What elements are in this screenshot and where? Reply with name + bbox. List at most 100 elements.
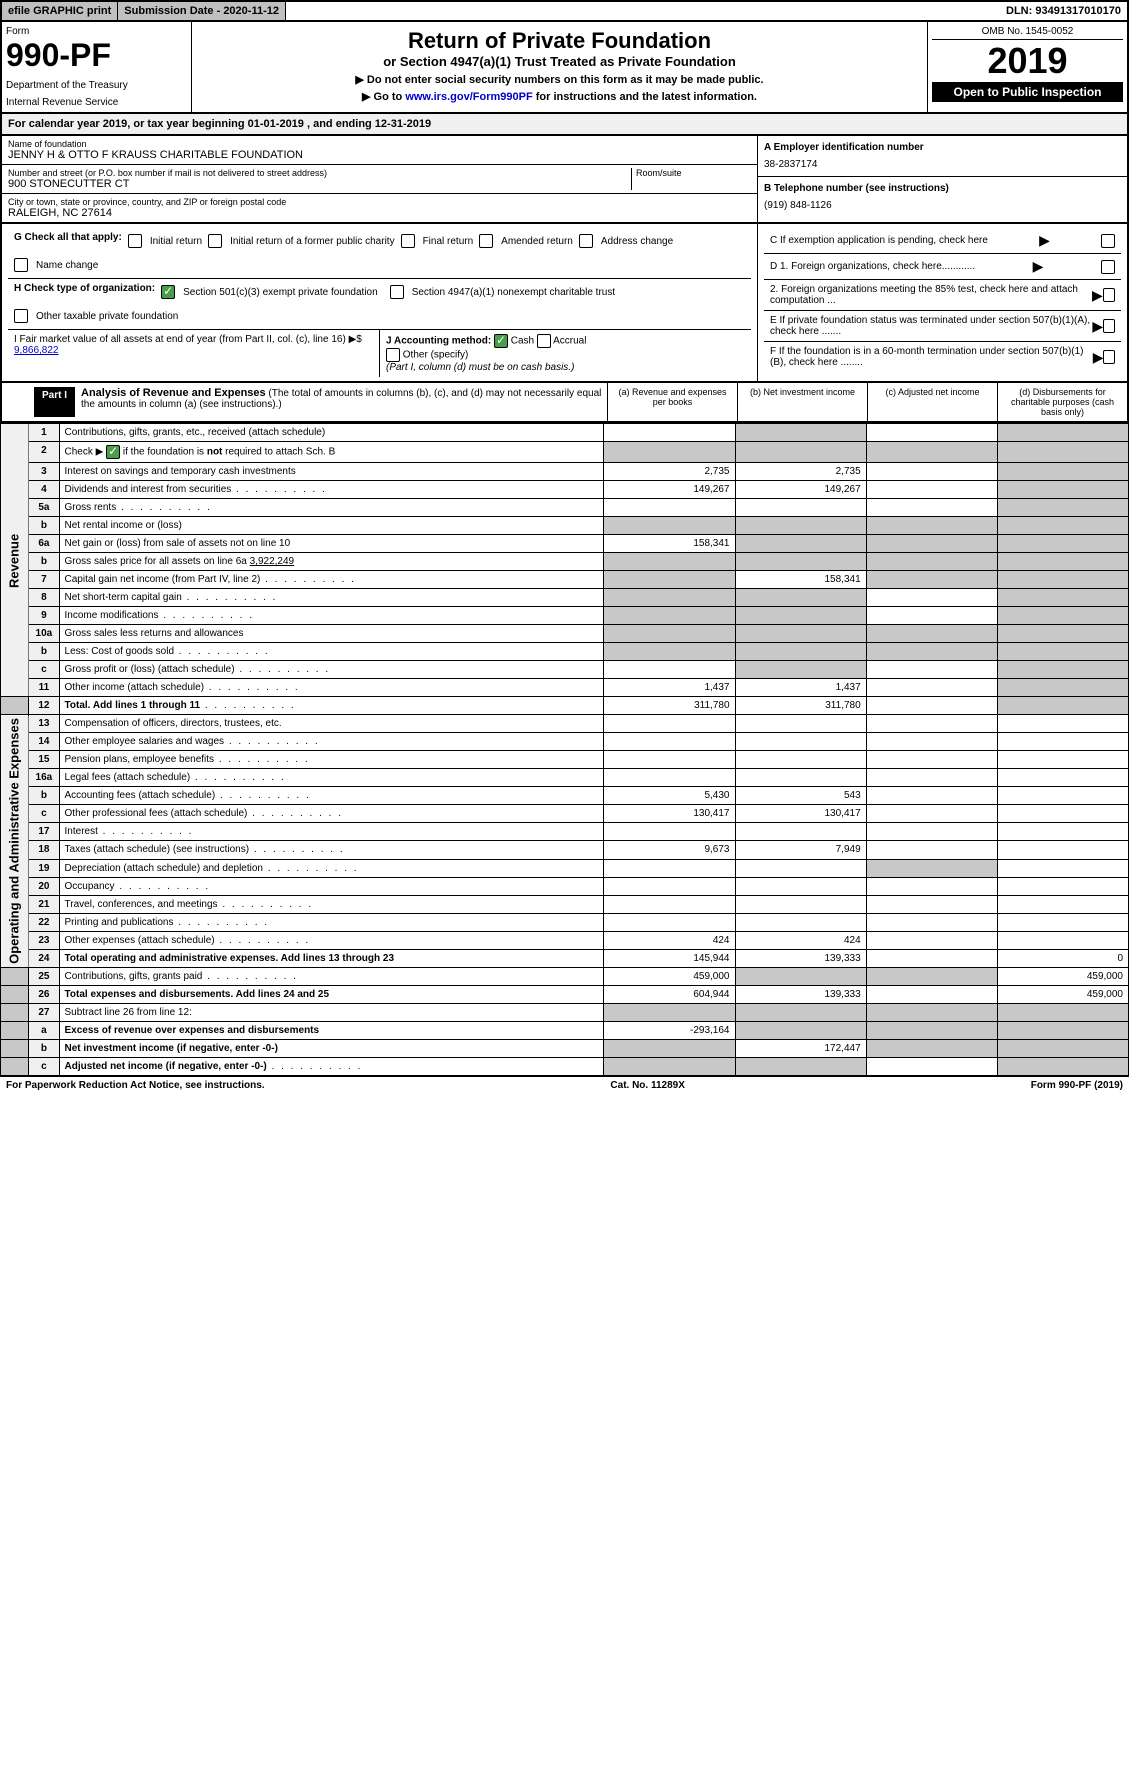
amt-12b: 311,780: [735, 697, 866, 715]
checkbox-f[interactable]: [1103, 350, 1115, 364]
room-label: Room/suite: [636, 168, 751, 178]
city-state-zip: RALEIGH, NC 27614: [8, 207, 751, 219]
checkbox-initial-return[interactable]: [128, 234, 142, 248]
amt-16cb: 130,417: [735, 805, 866, 823]
col-c-header: (c) Adjusted net income: [867, 383, 997, 421]
calendar-year-row: For calendar year 2019, or tax year begi…: [0, 114, 1129, 136]
ein-label: A Employer identification number: [764, 142, 924, 153]
dln-number: DLN: 93491317010170: [1000, 2, 1127, 20]
line-12: Total. Add lines 1 through 11: [59, 697, 604, 715]
checkbox-d1[interactable]: [1101, 260, 1115, 274]
line-5a: Gross rents: [59, 499, 604, 517]
opt-amended: Amended return: [501, 236, 573, 247]
part1-header-row: Part I Analysis of Revenue and Expenses …: [0, 383, 1129, 423]
instruction-2: ▶ Go to www.irs.gov/Form990PF for instru…: [198, 90, 921, 103]
opt-addr: Address change: [601, 236, 673, 247]
line-6a: Net gain or (loss) from sale of assets n…: [59, 535, 604, 553]
footer-form: Form 990-PF (2019): [1031, 1080, 1123, 1091]
amt-12a: 311,780: [604, 697, 735, 715]
opt-cash: Cash: [511, 336, 534, 347]
line-13: Compensation of officers, directors, tru…: [59, 715, 604, 733]
checkbox-d2[interactable]: [1103, 288, 1115, 302]
form-title: Return of Private Foundation: [198, 28, 921, 54]
checkbox-accrual[interactable]: [537, 334, 551, 348]
part1-title: Analysis of Revenue and Expenses: [81, 387, 266, 399]
line-2: Check ▶ if the foundation is not require…: [59, 442, 604, 463]
checkbox-initial-former[interactable]: [208, 234, 222, 248]
amt-7b: 158,341: [735, 571, 866, 589]
checkbox-c[interactable]: [1101, 234, 1115, 248]
f-label: F If the foundation is in a 60-month ter…: [770, 346, 1093, 368]
e-label: E If private foundation status was termi…: [770, 315, 1092, 337]
amt-23b: 424: [735, 931, 866, 949]
checkbox-other-taxable[interactable]: [14, 309, 28, 323]
line-26: Total expenses and disbursements. Add li…: [59, 985, 604, 1003]
amt-24d: 0: [997, 949, 1128, 967]
instruction-1: ▶ Do not enter social security numbers o…: [198, 73, 921, 86]
line-1: Contributions, gifts, grants, etc., rece…: [59, 424, 604, 442]
opt-final: Final return: [423, 236, 474, 247]
checkbox-501c3[interactable]: [161, 285, 175, 299]
checkbox-cash[interactable]: [494, 334, 508, 348]
part1-badge: Part I: [34, 387, 75, 417]
line-24: Total operating and administrative expen…: [59, 949, 604, 967]
amt-6a: 158,341: [604, 535, 735, 553]
checkbox-other-method[interactable]: [386, 348, 400, 362]
amt-16ba: 5,430: [604, 787, 735, 805]
d1-label: D 1. Foreign organizations, check here..…: [770, 261, 975, 272]
amt-3a: 2,735: [604, 463, 735, 481]
dept-treasury: Department of the Treasury: [6, 80, 187, 91]
revenue-expense-table: Revenue 1Contributions, gifts, grants, e…: [0, 423, 1129, 1076]
i-label: I Fair market value of all assets at end…: [14, 334, 362, 345]
c-label: C If exemption application is pending, c…: [770, 235, 988, 246]
line-16a: Legal fees (attach schedule): [59, 769, 604, 787]
irs-link[interactable]: www.irs.gov/Form990PF: [405, 91, 532, 103]
opt-501c3: Section 501(c)(3) exempt private foundat…: [183, 287, 378, 298]
opt-other-tax: Other taxable private foundation: [36, 311, 178, 322]
checkbox-final[interactable]: [401, 234, 415, 248]
amt-26b: 139,333: [735, 985, 866, 1003]
amt-4b: 149,267: [735, 481, 866, 499]
line-20: Occupancy: [59, 877, 604, 895]
checkbox-e[interactable]: [1103, 319, 1115, 333]
amt-16ca: 130,417: [604, 805, 735, 823]
revenue-vlabel: Revenue: [1, 424, 29, 697]
amt-24b: 139,333: [735, 949, 866, 967]
amt-24a: 145,944: [604, 949, 735, 967]
line-4: Dividends and interest from securities: [59, 481, 604, 499]
line-11: Other income (attach schedule): [59, 679, 604, 697]
checkbox-schb[interactable]: [106, 445, 120, 459]
amt-18a: 9,673: [604, 841, 735, 859]
line-23: Other expenses (attach schedule): [59, 931, 604, 949]
footer-cat: Cat. No. 11289X: [610, 1080, 684, 1091]
checkbox-4947[interactable]: [390, 285, 404, 299]
line-16b: Accounting fees (attach schedule): [59, 787, 604, 805]
amt-16bb: 543: [735, 787, 866, 805]
opt-name: Name change: [36, 260, 98, 271]
amt-25d: 459,000: [997, 967, 1128, 985]
amt-25a: 459,000: [604, 967, 735, 985]
checkbox-address-change[interactable]: [579, 234, 593, 248]
form-subtitle: or Section 4947(a)(1) Trust Treated as P…: [198, 54, 921, 69]
opt-4947: Section 4947(a)(1) nonexempt charitable …: [412, 287, 615, 298]
amt-23a: 424: [604, 931, 735, 949]
info-section: Name of foundation JENNY H & OTTO F KRAU…: [0, 136, 1129, 224]
address: 900 STONECUTTER CT: [8, 178, 631, 190]
form-number: 990-PF: [6, 37, 187, 74]
checkbox-amended[interactable]: [479, 234, 493, 248]
line-27: Subtract line 26 from line 12:: [59, 1003, 604, 1021]
opt-initial-former: Initial return of a former public charit…: [230, 236, 395, 247]
line-15: Pension plans, employee benefits: [59, 751, 604, 769]
submission-date: Submission Date - 2020-11-12: [118, 2, 286, 20]
phone-value: (919) 848-1126: [764, 200, 1121, 211]
d2-label: 2. Foreign organizations meeting the 85%…: [770, 284, 1092, 306]
line-5b: Net rental income or (loss): [59, 517, 604, 535]
opt-accrual: Accrual: [553, 336, 586, 347]
line-27b: Net investment income (if negative, ente…: [59, 1039, 604, 1057]
efile-print-button[interactable]: efile GRAPHIC print: [2, 2, 118, 20]
line-21: Travel, conferences, and meetings: [59, 895, 604, 913]
address-label: Number and street (or P.O. box number if…: [8, 168, 631, 178]
h-label: H Check type of organization:: [14, 283, 155, 301]
section-g-h-block: G Check all that apply: Initial return I…: [0, 224, 1129, 383]
checkbox-name-change[interactable]: [14, 258, 28, 272]
